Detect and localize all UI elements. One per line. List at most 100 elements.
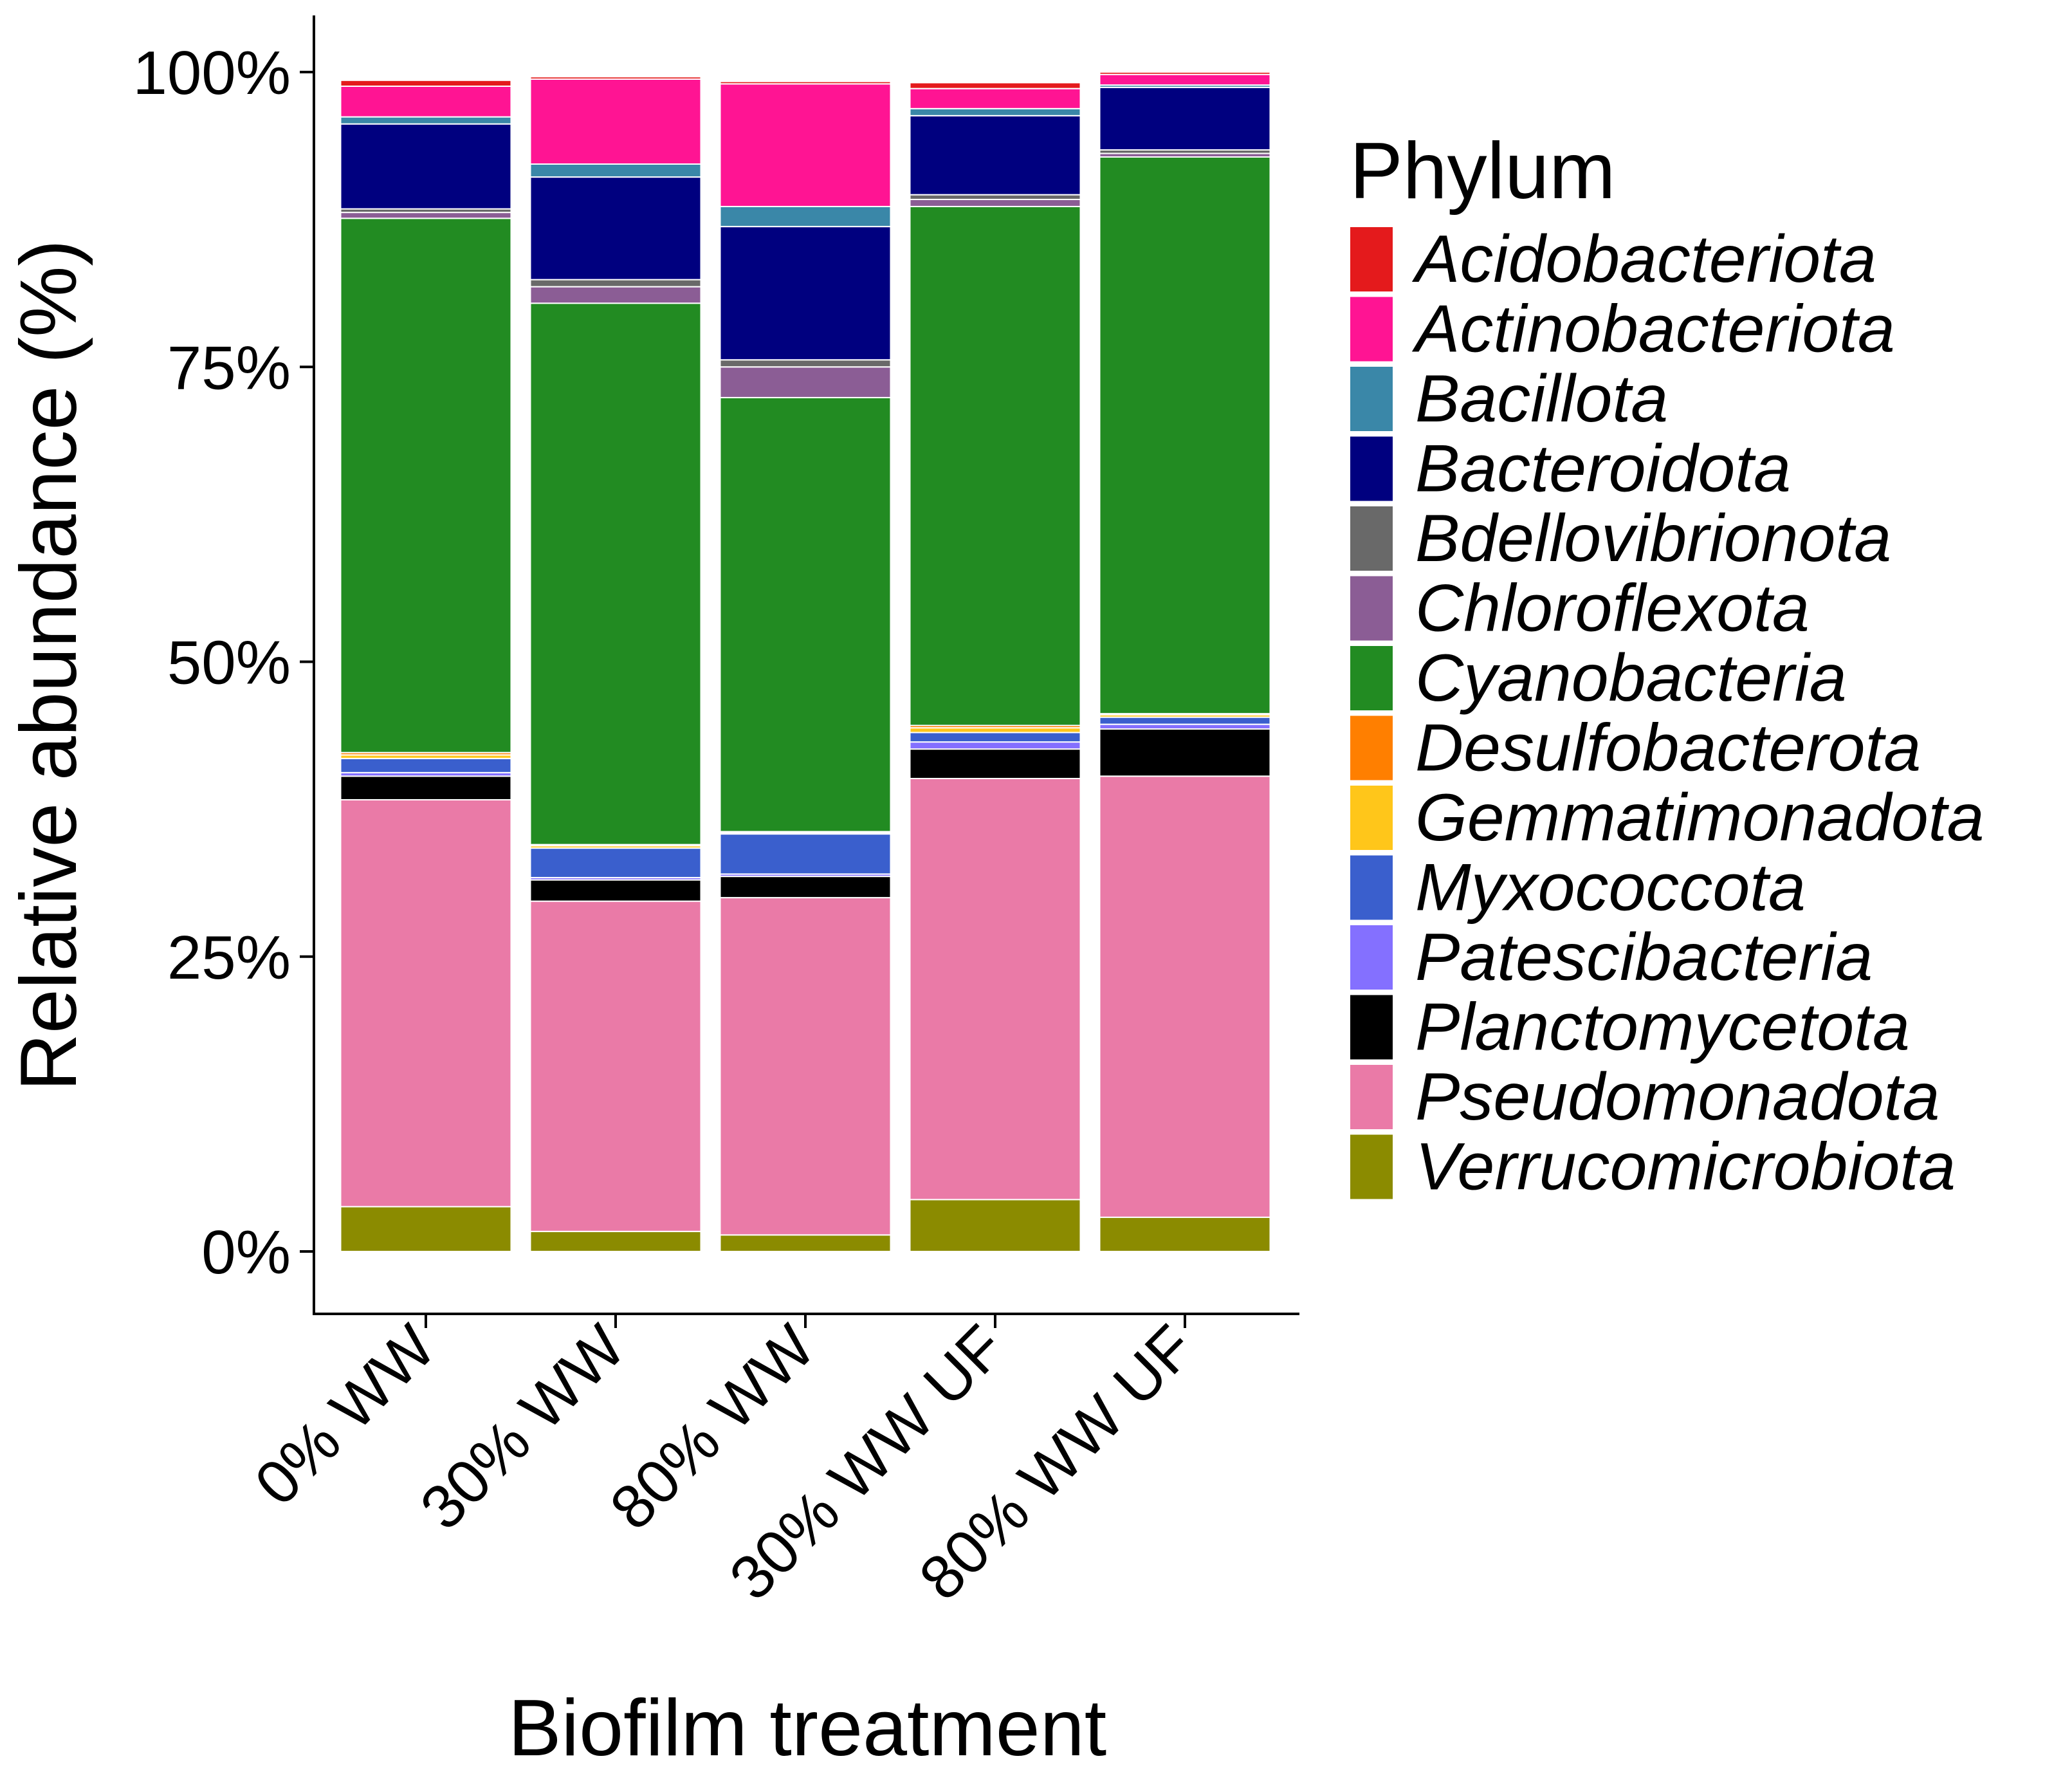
y-tick-label: 25% xyxy=(167,923,291,992)
legend-swatch xyxy=(1349,645,1394,712)
bar-80pct-ww-cyanobacteria xyxy=(719,396,892,833)
legend-label: Myxococcota xyxy=(1415,851,1806,925)
legend-swatch xyxy=(1349,784,1394,851)
legend-item-bdellovibrionota: Bdellovibrionota xyxy=(1349,501,1891,576)
legend-item-planctomycetota: Planctomycetota xyxy=(1349,990,1910,1065)
bar-80pct-ww-uf-actinobacteriota xyxy=(1099,73,1271,86)
bar-30pct-ww-uf-bdellovibrionota xyxy=(909,194,1081,200)
legend-label: Acidobacteriota xyxy=(1411,222,1876,297)
legend-label: Gemmatimonadota xyxy=(1415,780,1984,855)
legend-item-myxococcota: Myxococcota xyxy=(1349,851,1806,925)
legend-item-gemmatimonadota: Gemmatimonadota xyxy=(1349,780,1984,855)
y-tick-label: 100% xyxy=(133,39,291,107)
bar-30pct-ww-acidobacteriota xyxy=(529,76,702,80)
y-axis-ticks: 0% 25% 50% 75% 100% xyxy=(133,39,314,1287)
bar-30pct-ww-uf-bacillota xyxy=(909,107,1081,116)
bar-30pct-ww-pseudomonadota xyxy=(529,900,702,1232)
bar-80pct-ww-bacteroidota xyxy=(719,226,892,361)
bar-30pct-ww-uf-patescibacteria xyxy=(909,741,1081,750)
legend-label: Pseudomonadota xyxy=(1415,1060,1939,1134)
legend-swatch xyxy=(1349,295,1394,363)
bar-80pct-ww-uf-pseudomonadota xyxy=(1099,775,1271,1218)
bar-80pct-ww-uf-bacteroidota xyxy=(1099,86,1271,151)
legend-items: AcidobacteriotaActinobacteriotaBacillota… xyxy=(1349,222,1984,1204)
y-tick-label: 0% xyxy=(201,1218,291,1287)
bar-30pct-ww-uf-verrucomicrobiota xyxy=(909,1199,1081,1253)
bar-0pct-ww-pseudomonadota xyxy=(340,798,512,1208)
bar-80pct-ww-acidobacteriota xyxy=(719,80,892,85)
bar-30pct-ww-bacillota xyxy=(529,163,702,178)
legend: Phylum AcidobacteriotaActinobacteriotaBa… xyxy=(1349,127,1984,1204)
bar-0pct-ww-cyanobacteria xyxy=(340,217,512,753)
legend-swatch xyxy=(1349,575,1394,642)
bar-80pct-ww-uf-patescibacteria xyxy=(1099,723,1271,730)
y-tick-label: 50% xyxy=(167,629,291,697)
bar-30pct-ww-uf-pseudomonadota xyxy=(909,777,1081,1201)
legend-item-pseudomonadota: Pseudomonadota xyxy=(1349,1060,1939,1134)
legend-swatch xyxy=(1349,854,1394,921)
legend-label: Desulfobacterota xyxy=(1415,711,1921,786)
legend-label: Verrucomicrobiota xyxy=(1415,1130,1956,1204)
bar-0pct-ww-planctomycetota xyxy=(340,775,512,800)
bar-80pct-ww-myxococcota xyxy=(719,833,892,875)
bar-30pct-ww-uf-cyanobacteria xyxy=(909,205,1081,726)
bar-30pct-ww-uf-planctomycetota xyxy=(909,748,1081,779)
legend-item-cyanobacteria: Cyanobacteria xyxy=(1349,641,1847,715)
bar-0pct-ww-actinobacteriota xyxy=(340,85,512,118)
bar-0pct-ww-acidobacteriota xyxy=(340,79,512,87)
legend-item-patescibacteria: Patescibacteria xyxy=(1349,920,1873,995)
legend-swatch xyxy=(1349,435,1394,503)
bar-80pct-ww-bacillota xyxy=(719,205,892,228)
legend-label: Cyanobacteria xyxy=(1415,641,1847,715)
bar-0pct-ww-bacillota xyxy=(340,116,512,125)
bar-30pct-ww-planctomycetota xyxy=(529,879,702,902)
legend-item-chloroflexota: Chloroflexota xyxy=(1349,571,1810,646)
legend-item-bacillota: Bacillota xyxy=(1349,362,1668,436)
bar-stack-80pct-ww xyxy=(719,80,892,1253)
bar-30pct-ww-myxococcota xyxy=(529,847,702,878)
legend-swatch xyxy=(1349,505,1394,572)
x-axis-title: Biofilm treatment xyxy=(508,1684,1106,1773)
bar-30pct-ww-chloroflexota xyxy=(529,286,702,304)
bar-80pct-ww-pseudomonadota xyxy=(719,897,892,1236)
bar-stack-80pct-ww-uf xyxy=(1099,71,1271,1253)
bar-0pct-ww-chloroflexota xyxy=(340,212,512,219)
legend-swatch xyxy=(1349,993,1394,1061)
bar-0pct-ww-verrucomicrobiota xyxy=(340,1206,512,1252)
bar-30pct-ww-uf-myxococcota xyxy=(909,732,1081,743)
legend-swatch xyxy=(1349,1064,1394,1130)
bar-stack-0pct-ww xyxy=(340,79,512,1252)
legend-label: Patescibacteria xyxy=(1415,920,1873,995)
legend-title: Phylum xyxy=(1350,127,1615,216)
legend-label: Bdellovibrionota xyxy=(1415,501,1891,576)
bar-30pct-ww-bdellovibrionota xyxy=(529,279,702,288)
bar-80pct-ww-planctomycetota xyxy=(719,876,892,899)
legend-label: Planctomycetota xyxy=(1415,990,1910,1065)
bar-30pct-ww-actinobacteriota xyxy=(529,78,702,165)
bar-80pct-ww-uf-cyanobacteria xyxy=(1099,156,1271,715)
bar-stack-30pct-ww-uf xyxy=(909,82,1081,1253)
legend-label: Bacteroidota xyxy=(1415,432,1791,506)
legend-swatch xyxy=(1349,1133,1394,1201)
bar-80pct-ww-actinobacteriota xyxy=(719,83,892,207)
legend-label: Chloroflexota xyxy=(1415,571,1810,646)
legend-swatch xyxy=(1349,924,1394,991)
bar-30pct-ww-cyanobacteria xyxy=(529,302,702,845)
bar-0pct-ww-bacteroidota xyxy=(340,123,512,210)
bar-0pct-ww-myxococcota xyxy=(340,757,512,773)
bar-30pct-ww-bacteroidota xyxy=(529,176,702,281)
bar-30pct-ww-uf-chloroflexota xyxy=(909,198,1081,207)
legend-label: Actinobacteriota xyxy=(1411,292,1895,367)
legend-swatch xyxy=(1349,365,1394,432)
bar-30pct-ww-uf-gemmatimonadota xyxy=(909,727,1081,734)
x-tick-label-30pct-ww: 30% WW xyxy=(407,1312,638,1543)
bar-80pct-ww-bdellovibrionota xyxy=(719,359,892,368)
bar-30pct-ww-uf-acidobacteriota xyxy=(909,82,1081,89)
legend-swatch xyxy=(1349,226,1394,293)
bars xyxy=(340,71,1271,1253)
y-axis-title: Relative abundance (%) xyxy=(5,239,93,1091)
legend-label: Bacillota xyxy=(1415,362,1668,436)
bar-80pct-ww-uf-acidobacteriota xyxy=(1099,71,1271,75)
